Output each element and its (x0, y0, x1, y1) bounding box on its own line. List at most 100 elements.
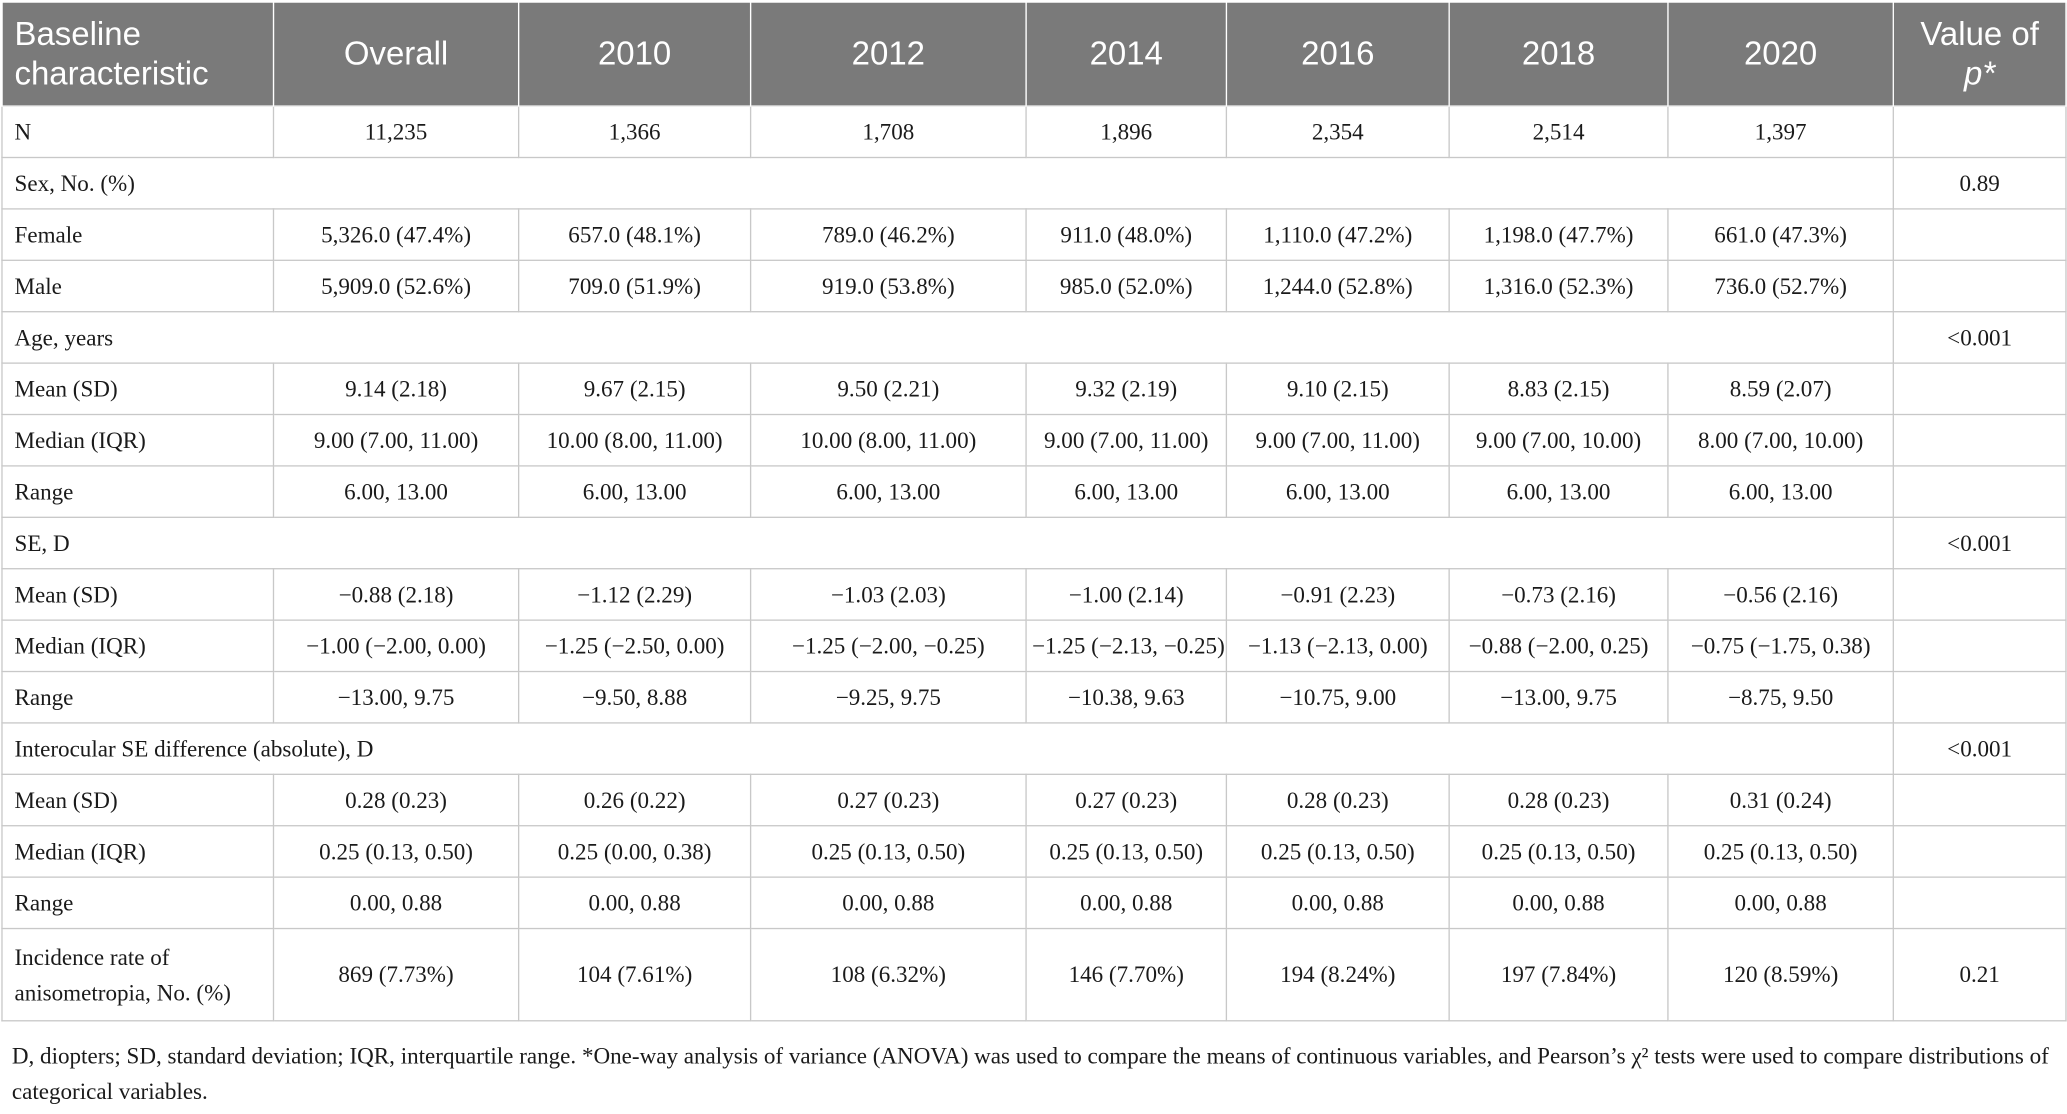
cell-2010: −9.50, 8.88 (517, 670, 752, 724)
cell-overall: 0.00, 0.88 (272, 876, 520, 930)
cell-overall: 6.00, 13.00 (272, 465, 520, 518)
cell-overall: 869 (7.73%) (272, 927, 520, 1022)
header-characteristic: Baseline characteristic (1, 1, 275, 107)
cell-2010: 104 (7.61%) (517, 927, 752, 1022)
cell-2018: −0.88 (−2.00, 0.25) (1448, 619, 1669, 673)
cell-2010: −1.25 (−2.50, 0.00) (517, 619, 752, 673)
cell-2012: 10.00 (8.00, 11.00) (749, 413, 1027, 467)
cell-p-value (1892, 825, 2067, 878)
cell-2010: −1.12 (2.29) (517, 568, 752, 621)
cell-2018: −13.00, 9.75 (1448, 670, 1669, 724)
cell-2012: 0.25 (0.13, 0.50) (749, 825, 1027, 878)
row-label: Mean (SD) (1, 568, 275, 621)
cell-2020: 661.0 (47.3%) (1667, 208, 1894, 261)
cell-2014: 985.0 (52.0%) (1025, 259, 1228, 313)
cell-2014: 9.32 (2.19) (1025, 362, 1228, 416)
cell-p-value (1892, 105, 2067, 159)
row-label: Mean (SD) (1, 773, 275, 827)
cell-2014: −10.38, 9.63 (1025, 670, 1228, 724)
section-label: Interocular SE difference (absolute), D (1, 722, 1894, 775)
header-2016: 2016 (1225, 1, 1450, 107)
cell-overall: −13.00, 9.75 (272, 670, 520, 724)
header-2012: 2012 (749, 1, 1027, 107)
cell-2020: 0.00, 0.88 (1667, 876, 1894, 930)
table-row: Median (IQR) 9.00 (7.00, 11.00) 10.00 (8.0… (1, 413, 2067, 467)
row-label: Median (IQR) (1, 413, 275, 467)
table-row: Female 5,326.0 (47.4%) 657.0 (48.1%) 789.0 … (1, 208, 2067, 261)
cell-p-value (1892, 670, 2067, 724)
cell-2020: 8.00 (7.00, 10.00) (1667, 413, 1894, 467)
cell-2018: 0.25 (0.13, 0.50) (1448, 825, 1669, 878)
cell-2016: 0.28 (0.23) (1225, 773, 1450, 827)
table-row: Incidence rate of anisometropia, No. (%)… (1, 927, 2067, 1022)
cell-overall: 0.28 (0.23) (272, 773, 520, 827)
cell-2016: 0.00, 0.88 (1225, 876, 1450, 930)
cell-2010: 10.00 (8.00, 11.00) (517, 413, 752, 467)
cell-2010: 9.67 (2.15) (517, 362, 752, 416)
table-row: Mean (SD) −0.88 (2.18) −1.12 (2.29) −1.03 (… (1, 568, 2067, 621)
cell-2012: −1.03 (2.03) (749, 568, 1027, 621)
cell-p-value: <0.001 (1892, 516, 2067, 570)
cell-overall: 9.00 (7.00, 11.00) (272, 413, 520, 467)
cell-2016: −0.91 (2.23) (1225, 568, 1450, 621)
cell-2016: −10.75, 9.00 (1225, 670, 1450, 724)
cell-2012: 0.27 (0.23) (749, 773, 1027, 827)
cell-2012: 9.50 (2.21) (749, 362, 1027, 416)
table-row: Range 0.00, 0.88 0.00, 0.88 0.00, 0.88 0.00,… (1, 876, 2067, 930)
row-label: Range (1, 876, 275, 930)
header-overall: Overall (272, 1, 520, 107)
table-row: Mean (SD) 9.14 (2.18) 9.67 (2.15) 9.50 (2.2… (1, 362, 2067, 416)
cell-2014: 0.00, 0.88 (1025, 876, 1228, 930)
header-p-value-symbol: p* (1964, 55, 1996, 93)
row-label: Median (IQR) (1, 825, 275, 878)
header-2010: 2010 (517, 1, 752, 107)
cell-2018: 9.00 (7.00, 10.00) (1448, 413, 1669, 467)
baseline-characteristics-table: Baseline characteristic Overall 2010 201… (1, 1, 2067, 1022)
header-2014: 2014 (1025, 1, 1228, 107)
row-label: Female (1, 208, 275, 261)
cell-p-value: <0.001 (1892, 722, 2067, 775)
row-label: Male (1, 259, 275, 313)
cell-2010: 0.00, 0.88 (517, 876, 752, 930)
cell-2016: 9.10 (2.15) (1225, 362, 1450, 416)
cell-2014: 6.00, 13.00 (1025, 465, 1228, 518)
cell-2010: 1,366 (517, 105, 752, 159)
cell-2014: −1.00 (2.14) (1025, 568, 1228, 621)
table-row: Age, years <0.001 (1, 311, 2067, 364)
row-label: Mean (SD) (1, 362, 275, 416)
cell-2016: 2,354 (1225, 105, 1450, 159)
cell-p-value (1892, 568, 2067, 621)
cell-p-value (1892, 259, 2067, 313)
cell-2010: 709.0 (51.9%) (517, 259, 752, 313)
cell-2012: 6.00, 13.00 (749, 465, 1027, 518)
table-row: Sex, No. (%) 0.89 (1, 156, 2067, 210)
table-row: SE, D <0.001 (1, 516, 2067, 570)
cell-p-value (1892, 362, 2067, 416)
cell-p-value (1892, 773, 2067, 827)
cell-2014: 0.25 (0.13, 0.50) (1025, 825, 1228, 878)
cell-2016: −1.13 (−2.13, 0.00) (1225, 619, 1450, 673)
cell-2020: 736.0 (52.7%) (1667, 259, 1894, 313)
header-2020: 2020 (1667, 1, 1894, 107)
cell-p-value (1892, 413, 2067, 467)
header-2018: 2018 (1448, 1, 1669, 107)
row-label: Incidence rate of anisometropia, No. (%) (1, 927, 275, 1022)
cell-2016: 6.00, 13.00 (1225, 465, 1450, 518)
table-row: Median (IQR) −1.00 (−2.00, 0.00) −1.25 (−2… (1, 619, 2067, 673)
section-label: Sex, No. (%) (1, 156, 1894, 210)
cell-2020: −0.56 (2.16) (1667, 568, 1894, 621)
cell-2018: 197 (7.84%) (1448, 927, 1669, 1022)
cell-p-value (1892, 208, 2067, 261)
table-header-row: Baseline characteristic Overall 2010 201… (1, 1, 2067, 107)
table-footnote: D, diopters; SD, standard deviation; IQR… (11, 1042, 2049, 1105)
section-label: SE, D (1, 516, 1894, 570)
cell-2020: 120 (8.59%) (1667, 927, 1894, 1022)
cell-overall: −1.00 (−2.00, 0.00) (272, 619, 520, 673)
row-label: Range (1, 670, 275, 724)
cell-p-value (1892, 876, 2067, 930)
cell-2014: 911.0 (48.0%) (1025, 208, 1228, 261)
cell-overall: 11,235 (272, 105, 520, 159)
cell-2018: −0.73 (2.16) (1448, 568, 1669, 621)
cell-2016: 0.25 (0.13, 0.50) (1225, 825, 1450, 878)
